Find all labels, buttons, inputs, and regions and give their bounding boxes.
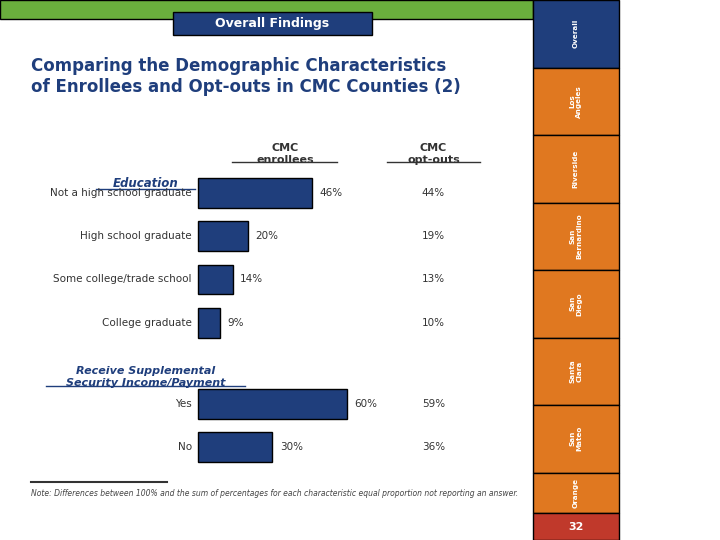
FancyBboxPatch shape xyxy=(533,68,619,135)
FancyBboxPatch shape xyxy=(533,405,619,472)
Text: Not a high school graduate: Not a high school graduate xyxy=(50,188,192,198)
Text: San
Bernardino: San Bernardino xyxy=(570,213,582,259)
Text: 14%: 14% xyxy=(240,274,264,285)
FancyBboxPatch shape xyxy=(198,308,220,338)
Text: Overall Findings: Overall Findings xyxy=(215,17,330,30)
FancyBboxPatch shape xyxy=(533,202,619,270)
Text: San
Diego: San Diego xyxy=(570,292,582,315)
Text: CMC
opt-outs: CMC opt-outs xyxy=(407,143,460,165)
Text: 46%: 46% xyxy=(320,188,343,198)
Text: CMC
enrollees: CMC enrollees xyxy=(256,143,314,165)
FancyBboxPatch shape xyxy=(533,472,619,513)
FancyBboxPatch shape xyxy=(198,432,272,462)
Text: 13%: 13% xyxy=(422,274,445,285)
Text: Receive Supplemental
Security Income/Payment: Receive Supplemental Security Income/Pay… xyxy=(66,366,225,388)
FancyBboxPatch shape xyxy=(0,0,533,19)
Text: 9%: 9% xyxy=(228,318,244,328)
Text: Note: Differences between 100% and the sum of percentages for each characteristi: Note: Differences between 100% and the s… xyxy=(31,489,518,498)
Text: High school graduate: High school graduate xyxy=(81,231,192,241)
Text: 20%: 20% xyxy=(255,231,278,241)
Text: 36%: 36% xyxy=(422,442,445,452)
Text: Los
Angeles: Los Angeles xyxy=(570,85,582,118)
Text: Orange: Orange xyxy=(573,478,579,508)
FancyBboxPatch shape xyxy=(533,0,619,68)
Text: Yes: Yes xyxy=(175,399,192,409)
Text: Santa
Clara: Santa Clara xyxy=(570,360,582,383)
FancyBboxPatch shape xyxy=(198,265,233,294)
FancyBboxPatch shape xyxy=(198,389,347,419)
Text: Comparing the Demographic Characteristics
of Enrollees and Opt-outs in CMC Count: Comparing the Demographic Characteristic… xyxy=(31,57,461,96)
FancyBboxPatch shape xyxy=(533,135,619,202)
Text: 19%: 19% xyxy=(422,231,445,241)
FancyBboxPatch shape xyxy=(198,178,312,208)
FancyBboxPatch shape xyxy=(533,270,619,338)
Text: College graduate: College graduate xyxy=(102,318,192,328)
Text: Overall: Overall xyxy=(573,19,579,49)
Text: San
Mateo: San Mateo xyxy=(570,426,582,451)
Text: 10%: 10% xyxy=(422,318,445,328)
Text: 32: 32 xyxy=(568,522,583,531)
Text: 30%: 30% xyxy=(280,442,303,452)
FancyBboxPatch shape xyxy=(174,12,372,35)
Text: 59%: 59% xyxy=(422,399,445,409)
Text: Some college/trade school: Some college/trade school xyxy=(53,274,192,285)
Text: 60%: 60% xyxy=(354,399,377,409)
FancyBboxPatch shape xyxy=(198,221,248,251)
Text: Riverside: Riverside xyxy=(573,150,579,188)
Text: Education: Education xyxy=(112,177,179,190)
FancyBboxPatch shape xyxy=(533,513,619,540)
Text: 44%: 44% xyxy=(422,188,445,198)
FancyBboxPatch shape xyxy=(533,338,619,405)
Text: No: No xyxy=(178,442,192,452)
